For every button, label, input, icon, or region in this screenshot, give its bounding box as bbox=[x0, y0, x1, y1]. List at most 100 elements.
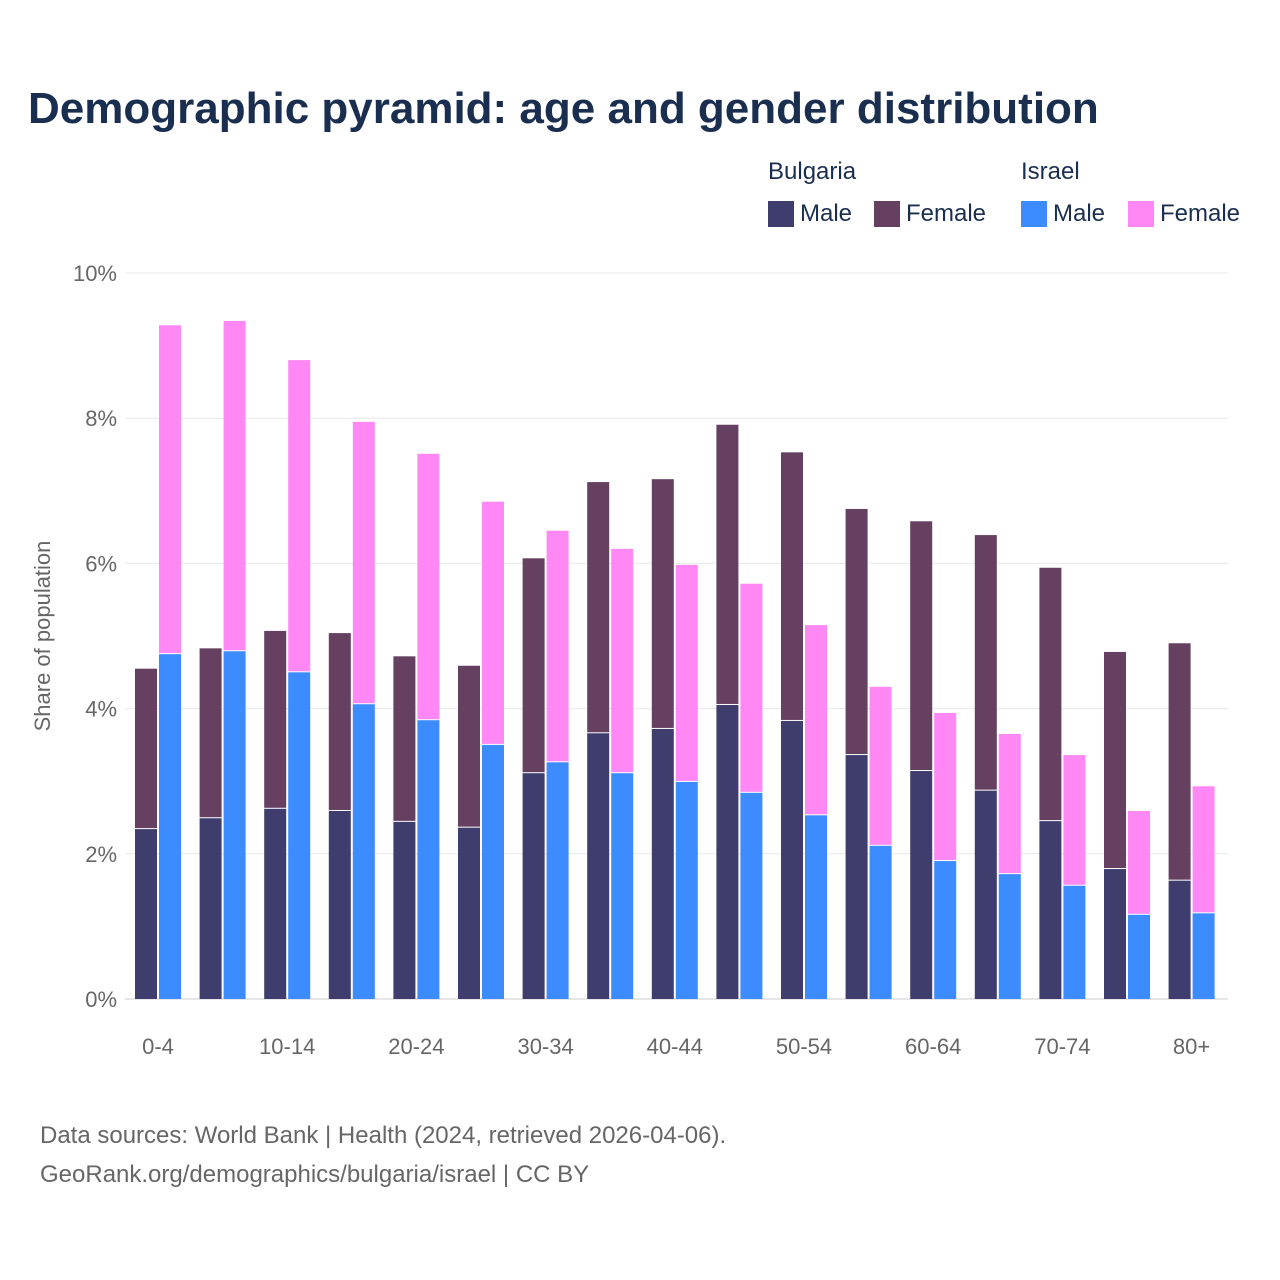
bar-israel-female-15-19[interactable] bbox=[352, 421, 375, 704]
bar-bulgaria-female-15-19[interactable] bbox=[328, 633, 351, 810]
bar-israel-female-25-29[interactable] bbox=[482, 501, 504, 744]
legend-swatch bbox=[1128, 201, 1154, 227]
y-tick-label: 0% bbox=[85, 987, 117, 1012]
bar-israel-male-5-9[interactable] bbox=[223, 651, 246, 999]
bar-israel-female-45-49[interactable] bbox=[740, 583, 763, 792]
bar-bulgaria-female-25-29[interactable] bbox=[458, 665, 480, 827]
legend-label: Female bbox=[1160, 200, 1241, 227]
bar-bulgaria-female-30-34[interactable] bbox=[522, 558, 545, 773]
source-note: Data sources: World Bank | Health (2024,… bbox=[40, 1116, 726, 1194]
bar-bulgaria-male-20-24[interactable] bbox=[393, 821, 416, 999]
bar-israel-male-45-49[interactable] bbox=[740, 792, 763, 999]
bar-bulgaria-male-55-59[interactable] bbox=[845, 755, 868, 999]
source-line-1: Data sources: World Bank | Health (2024,… bbox=[40, 1122, 727, 1149]
bar-israel-female-35-39[interactable] bbox=[611, 548, 634, 773]
bar-bulgaria-male-80+[interactable] bbox=[1168, 880, 1191, 999]
bar-israel-female-55-59[interactable] bbox=[869, 686, 892, 845]
x-tick-label: 50-54 bbox=[776, 1034, 832, 1059]
bar-bulgaria-female-35-39[interactable] bbox=[587, 482, 610, 733]
x-tick-label: 80+ bbox=[1173, 1034, 1210, 1059]
bar-israel-male-40-44[interactable] bbox=[675, 781, 698, 999]
bar-israel-female-5-9[interactable] bbox=[223, 320, 246, 651]
bar-bulgaria-male-5-9[interactable] bbox=[199, 818, 222, 999]
bar-israel-male-50-54[interactable] bbox=[805, 815, 827, 999]
bar-israel-male-20-24[interactable] bbox=[417, 720, 440, 999]
y-axis-label: Share of population bbox=[30, 541, 55, 732]
bar-bulgaria-female-50-54[interactable] bbox=[781, 452, 803, 720]
legend-israel-female[interactable]: Female bbox=[1128, 200, 1240, 228]
y-tick-label: 6% bbox=[85, 551, 117, 576]
bar-bulgaria-female-80+[interactable] bbox=[1168, 643, 1191, 880]
bar-bulgaria-male-65-69[interactable] bbox=[974, 790, 997, 999]
bar-bulgaria-female-20-24[interactable] bbox=[393, 656, 416, 821]
bar-bulgaria-male-70-74[interactable] bbox=[1039, 821, 1062, 999]
bar-israel-female-20-24[interactable] bbox=[417, 453, 440, 720]
bar-israel-female-80+[interactable] bbox=[1192, 786, 1215, 913]
x-tick-label: 40-44 bbox=[647, 1034, 703, 1059]
bar-bulgaria-male-60-64[interactable] bbox=[910, 771, 933, 999]
bar-israel-female-60-64[interactable] bbox=[934, 712, 957, 861]
legend-israel-male[interactable]: Male bbox=[1021, 200, 1105, 228]
bar-bulgaria-female-55-59[interactable] bbox=[845, 508, 868, 755]
bar-israel-female-30-34[interactable] bbox=[546, 530, 569, 762]
bar-israel-male-60-64[interactable] bbox=[934, 861, 957, 999]
bar-israel-female-40-44[interactable] bbox=[675, 564, 698, 781]
y-tick-label: 4% bbox=[85, 697, 117, 722]
bar-israel-female-10-14[interactable] bbox=[288, 360, 311, 672]
source-line-2[interactable]: GeoRank.org/demographics/bulgaria/israel… bbox=[40, 1161, 590, 1188]
bar-bulgaria-female-40-44[interactable] bbox=[651, 479, 674, 728]
legend-label: Male bbox=[800, 200, 853, 227]
bar-israel-male-80+[interactable] bbox=[1192, 913, 1215, 999]
bar-israel-female-70-74[interactable] bbox=[1063, 755, 1086, 885]
bar-israel-female-65-69[interactable] bbox=[998, 734, 1021, 874]
bar-israel-male-0-4[interactable] bbox=[159, 654, 181, 999]
bar-israel-male-10-14[interactable] bbox=[288, 672, 311, 999]
legend-label: Male bbox=[1053, 200, 1106, 227]
legend-swatch bbox=[874, 201, 900, 227]
legend-bulgaria-male[interactable]: Male bbox=[768, 200, 852, 228]
bar-israel-male-25-29[interactable] bbox=[482, 744, 504, 999]
bar-bulgaria-female-0-4[interactable] bbox=[135, 668, 157, 829]
bar-bulgaria-male-30-34[interactable] bbox=[522, 773, 545, 999]
bar-israel-male-30-34[interactable] bbox=[546, 762, 569, 999]
bar-bulgaria-male-15-19[interactable] bbox=[328, 810, 351, 999]
x-tick-label: 30-34 bbox=[517, 1034, 573, 1059]
bar-bulgaria-male-35-39[interactable] bbox=[587, 733, 610, 999]
legend-swatch bbox=[1021, 201, 1047, 227]
x-tick-label: 10-14 bbox=[259, 1034, 315, 1059]
x-tick-label: 20-24 bbox=[388, 1034, 444, 1059]
bar-israel-male-65-69[interactable] bbox=[998, 874, 1021, 999]
y-tick-label: 2% bbox=[85, 842, 117, 867]
bar-israel-male-15-19[interactable] bbox=[352, 704, 375, 999]
bar-israel-male-55-59[interactable] bbox=[869, 845, 892, 999]
bar-bulgaria-male-40-44[interactable] bbox=[651, 728, 674, 999]
bar-israel-female-75-79[interactable] bbox=[1128, 810, 1150, 914]
bar-bulgaria-male-45-49[interactable] bbox=[716, 704, 739, 999]
y-tick-label: 10% bbox=[73, 261, 117, 286]
bar-israel-male-70-74[interactable] bbox=[1063, 885, 1086, 999]
bar-israel-female-50-54[interactable] bbox=[805, 625, 827, 815]
legend-bulgaria-female[interactable]: Female bbox=[874, 200, 986, 228]
bar-bulgaria-male-50-54[interactable] bbox=[781, 720, 803, 999]
bar-bulgaria-female-60-64[interactable] bbox=[910, 521, 933, 771]
bar-israel-male-75-79[interactable] bbox=[1128, 914, 1150, 999]
bar-bulgaria-female-75-79[interactable] bbox=[1104, 651, 1126, 869]
bar-bulgaria-male-75-79[interactable] bbox=[1104, 869, 1126, 999]
bar-bulgaria-female-65-69[interactable] bbox=[974, 535, 997, 790]
bar-bulgaria-female-70-74[interactable] bbox=[1039, 567, 1062, 821]
x-tick-label: 0-4 bbox=[142, 1034, 174, 1059]
bar-israel-female-0-4[interactable] bbox=[159, 325, 181, 654]
bar-bulgaria-female-45-49[interactable] bbox=[716, 424, 739, 704]
bar-bulgaria-male-0-4[interactable] bbox=[135, 829, 157, 999]
bar-israel-male-35-39[interactable] bbox=[611, 773, 634, 999]
bar-bulgaria-male-10-14[interactable] bbox=[264, 808, 287, 999]
x-tick-label: 70-74 bbox=[1034, 1034, 1090, 1059]
bar-bulgaria-female-5-9[interactable] bbox=[199, 648, 222, 818]
chart-title: Demographic pyramid: age and gender dist… bbox=[28, 84, 1099, 133]
bar-bulgaria-female-10-14[interactable] bbox=[264, 630, 287, 808]
legend-label: Female bbox=[906, 200, 987, 227]
legend-swatch bbox=[768, 201, 794, 227]
bar-bulgaria-male-25-29[interactable] bbox=[458, 827, 480, 999]
